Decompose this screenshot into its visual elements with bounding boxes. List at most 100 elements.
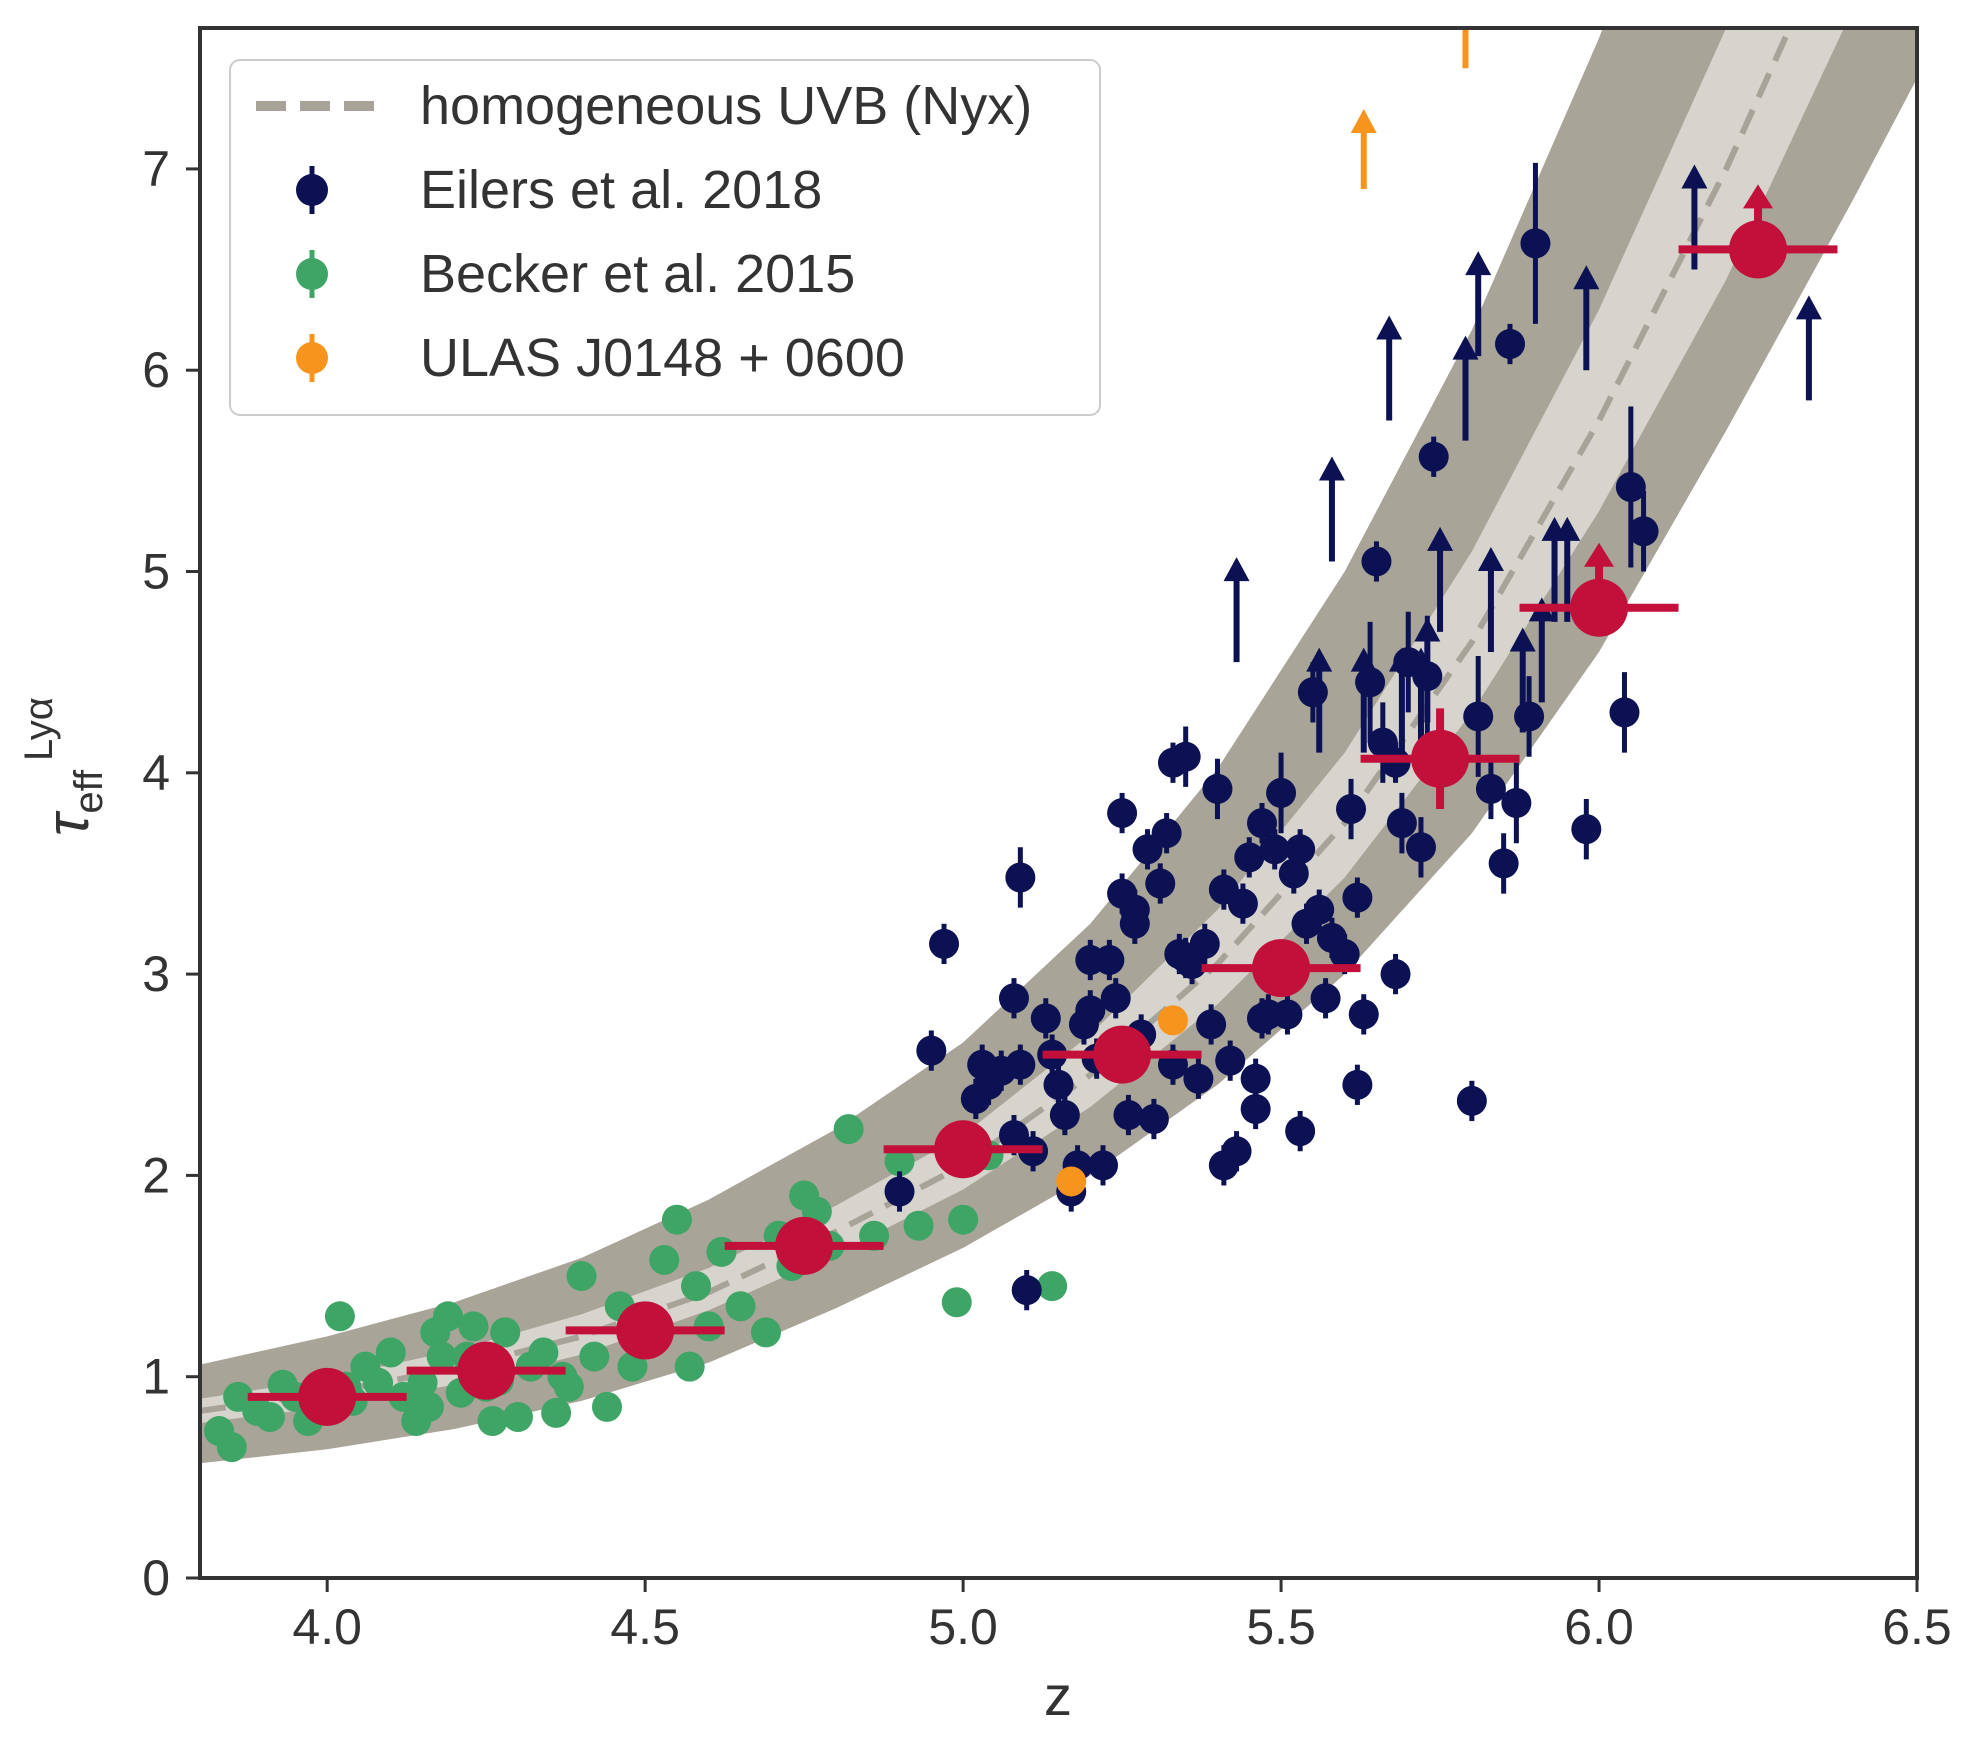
y-tick-label: 2 (142, 1147, 170, 1203)
eilers-point (1196, 1009, 1227, 1040)
legend-ulas-swatch (296, 334, 328, 382)
becker-point (477, 1405, 508, 1436)
eilers-point (1310, 983, 1341, 1014)
eilers-point (1571, 814, 1602, 845)
becker-point (413, 1391, 444, 1422)
eilers-point (1355, 667, 1386, 698)
ulas-point (1157, 1005, 1188, 1036)
binned-point (1252, 939, 1311, 998)
eilers-lower-limit-arrow (1573, 265, 1600, 371)
eilers-point (1234, 842, 1265, 873)
eilers-point (1005, 862, 1036, 893)
eilers-point (1285, 834, 1316, 865)
eilers-point (1221, 1136, 1252, 1167)
legend-model-label: homogeneous UVB (Nyx) (420, 76, 1032, 136)
eilers-lower-limit-arrow (1376, 315, 1403, 421)
eilers-point (1100, 983, 1131, 1014)
becker-point (502, 1401, 533, 1432)
eilers-point (1113, 1100, 1144, 1131)
y-axis-label-sup: Lyα (17, 697, 61, 761)
eilers-point (1145, 868, 1176, 899)
becker-point (681, 1271, 712, 1302)
y-axis-label-main: τ (34, 810, 101, 836)
eilers-point (1380, 959, 1411, 990)
eilers-point (1272, 999, 1303, 1030)
ulas-series (1056, 28, 1469, 1197)
becker-point (1037, 1271, 1068, 1302)
eilers-point (1386, 808, 1417, 839)
legend-eilers-swatch (296, 166, 328, 214)
eilers-point (1240, 1093, 1271, 1124)
eilers-point (1418, 441, 1449, 472)
eilers-point (929, 928, 960, 959)
eilers-point (1456, 1085, 1487, 1116)
model-outer-band (200, 28, 1917, 1464)
becker-point (433, 1301, 464, 1332)
eilers-lower-limit-arrow (1427, 526, 1454, 632)
eilers-point (1412, 661, 1443, 692)
legend-becker-label: Becker et al. 2015 (420, 244, 855, 304)
legend-box (229, 59, 1101, 416)
becker-point (324, 1301, 355, 1332)
svg-text:τeff: τeff (34, 769, 111, 836)
eilers-point (1183, 1063, 1214, 1094)
x-tick-label: 5.0 (928, 1599, 998, 1655)
y-tick-label: 1 (142, 1349, 170, 1405)
eilers-point (1049, 1100, 1080, 1131)
eilers-point (1030, 1003, 1061, 1034)
y-tick-label: 5 (142, 544, 170, 600)
ulas-lower-limit-arrow (1462, 28, 1469, 69)
binned-point (1729, 220, 1788, 279)
eilers-point (1075, 995, 1106, 1026)
eilers-point (1107, 798, 1138, 829)
becker-point (941, 1287, 972, 1318)
eilers-point (1342, 1069, 1373, 1100)
y-axis-label: τeff Lyα (17, 697, 111, 836)
becker-point (547, 1361, 578, 1392)
becker-point (254, 1401, 285, 1432)
becker-point (750, 1317, 781, 1348)
eilers-lower-limit-arrow (1318, 456, 1345, 562)
eilers-point (1304, 894, 1335, 925)
x-tick-label: 6.0 (1564, 1599, 1634, 1655)
binned-point (775, 1216, 834, 1275)
binned-series (247, 184, 1838, 1426)
y-tick-label: 3 (142, 946, 170, 1002)
eilers-point (1380, 747, 1411, 778)
eilers-point (1011, 1275, 1042, 1306)
eilers-point (1094, 945, 1125, 976)
eilers-point (1246, 1003, 1277, 1034)
eilers-point (1202, 773, 1233, 804)
ulas-lower-limit-arrow (1350, 109, 1377, 190)
eilers-point (1348, 999, 1379, 1030)
eilers-point (1405, 832, 1436, 863)
eilers-point (1266, 777, 1297, 808)
eilers-point (1463, 701, 1494, 732)
eilers-point (1609, 697, 1640, 728)
legend-becker-swatch (296, 250, 328, 298)
eilers-lower-limit-arrow (1465, 251, 1492, 357)
eilers-point (1628, 516, 1659, 547)
eilers-point (1520, 228, 1551, 259)
ulas-point (1056, 1166, 1087, 1197)
eilers-lower-limit-arrow (1223, 557, 1250, 663)
becker-point (566, 1261, 597, 1292)
eilers-point (1215, 1045, 1246, 1076)
eilers-point (1495, 329, 1526, 360)
eilers-point (1336, 794, 1367, 825)
eilers-lower-limit-arrow (1452, 335, 1479, 441)
eilers-point (1005, 1049, 1036, 1080)
legend: homogeneous UVB (Nyx) Eilers et al. 2018… (229, 59, 1101, 416)
eilers-lower-limit-arrow (1681, 164, 1708, 270)
becker-point (458, 1311, 489, 1342)
becker-point (541, 1397, 572, 1428)
eilers-point (1285, 1116, 1316, 1147)
becker-point (617, 1351, 648, 1382)
eilers-point (1501, 788, 1532, 818)
becker-point (375, 1337, 406, 1368)
becker-point (661, 1204, 692, 1235)
y-tick-label: 4 (142, 745, 170, 801)
plot-area (200, 28, 1917, 1464)
becker-point (948, 1204, 979, 1235)
eilers-point (1088, 1150, 1119, 1181)
